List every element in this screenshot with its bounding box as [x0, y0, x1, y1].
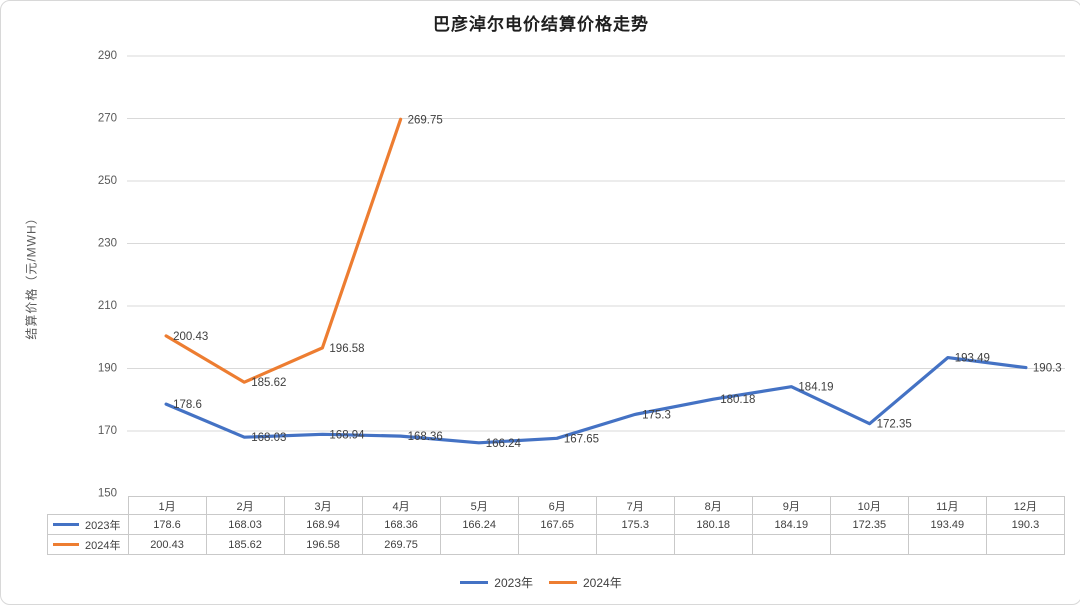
y-tick-label: 170: [98, 425, 117, 437]
series-line-2024年: [164, 117, 403, 384]
table-value-cell: 269.75: [361, 534, 441, 555]
table-value-cell: 168.36: [361, 514, 441, 535]
table-month-header: 10月: [829, 496, 909, 515]
chart-legend: 2023年 2024年: [1, 574, 1080, 591]
table-value-cell: [439, 534, 519, 555]
table-month-header: 4月: [361, 496, 441, 515]
series-name-label: 2023年: [85, 519, 121, 532]
y-tick-label: 190: [98, 363, 117, 375]
series-swatch-icon: [53, 543, 79, 546]
table-row-2024年: 2024年 200.43 185.62 196.58 269.75: [47, 534, 1066, 555]
table-month-header: 6月: [517, 496, 597, 515]
legend-item-2023年: 2023年: [460, 574, 533, 591]
y-tick-label: 290: [98, 50, 117, 62]
table-series-key-cell: 2023年: [47, 514, 129, 535]
data-label: 172.35: [877, 419, 912, 431]
table-value-cell: 172.35: [829, 514, 909, 535]
data-label: 190.3: [1033, 363, 1062, 375]
legend-swatch-icon: [549, 581, 577, 584]
data-label: 166.24: [486, 438, 522, 450]
table-value-cell: 166.24: [439, 514, 519, 535]
series-swatch-icon: [53, 523, 79, 526]
table-value-cell: [517, 534, 597, 555]
table-value-cell: [829, 534, 909, 555]
data-label: 178.6: [173, 399, 202, 411]
data-label: 175.3: [642, 409, 671, 421]
data-label: 185.62: [251, 377, 286, 389]
table-value-cell: 178.6: [127, 514, 207, 535]
data-table: 1月 2月 3月 4月 5月 6月 7月 8月 9月 10月 11月 12月 2023年 178.6 168…: [47, 496, 1066, 555]
table-month-header: 8月: [673, 496, 753, 515]
table-value-cell: 184.19: [751, 514, 831, 535]
table-value-cell: [595, 534, 675, 555]
legend-label: 2023年: [494, 576, 533, 590]
table-value-cell: [751, 534, 831, 555]
data-label: 167.65: [564, 433, 599, 445]
table-value-cell: 175.3: [595, 514, 675, 535]
data-label: 196.58: [329, 343, 364, 355]
table-value-cell: [907, 534, 987, 555]
table-value-cell: 167.65: [517, 514, 597, 535]
table-row-2023年: 2023年 178.6 168.03 168.94 168.36 166.24 167.65…: [47, 514, 1066, 535]
table-month-header: 7月: [595, 496, 675, 515]
data-label: 193.49: [955, 353, 990, 365]
data-label: 269.75: [408, 114, 443, 126]
table-month-header: 2月: [205, 496, 285, 515]
table-value-cell: 180.18: [673, 514, 753, 535]
y-tick-label: 230: [98, 238, 117, 250]
table-month-header: 5月: [439, 496, 519, 515]
data-label: 168.94: [329, 429, 365, 441]
table-value-cell: 168.03: [205, 514, 285, 535]
table-value-cell: 200.43: [127, 534, 207, 555]
table-month-header: 12月: [985, 496, 1066, 515]
chart-title: 巴彦淖尔电价结算价格走势: [433, 15, 649, 34]
table-value-cell: [673, 534, 753, 555]
table-series-key-cell: 2024年: [47, 534, 129, 555]
table-month-header: 11月: [907, 496, 987, 515]
data-label: 200.43: [173, 331, 208, 343]
data-label: 168.36: [408, 431, 443, 443]
legend-item-2024年: 2024年: [549, 574, 622, 591]
table-value-cell: [985, 534, 1066, 555]
table-value-cell: 196.58: [283, 534, 363, 555]
table-month-header: 9月: [751, 496, 831, 515]
legend-label: 2024年: [583, 576, 622, 590]
series-name-label: 2024年: [85, 539, 121, 552]
y-tick-label: 250: [98, 175, 117, 187]
table-month-header: 3月: [283, 496, 363, 515]
table-value-cell: 168.94: [283, 514, 363, 535]
data-label: 180.18: [720, 394, 755, 406]
y-tick-label: 270: [98, 113, 117, 125]
data-label: 168.03: [251, 432, 286, 444]
table-value-cell: 193.49: [907, 514, 987, 535]
data-label: 184.19: [798, 382, 833, 394]
y-tick-label: 150: [98, 488, 117, 500]
series-line-2023年: [164, 356, 1028, 445]
table-corner-cell: [48, 497, 129, 515]
table-value-cell: 190.3: [985, 514, 1066, 535]
table-month-header: 1月: [127, 496, 207, 515]
legend-swatch-icon: [460, 581, 489, 584]
y-tick-label: 210: [98, 300, 117, 312]
table-value-cell: 185.62: [205, 534, 285, 555]
